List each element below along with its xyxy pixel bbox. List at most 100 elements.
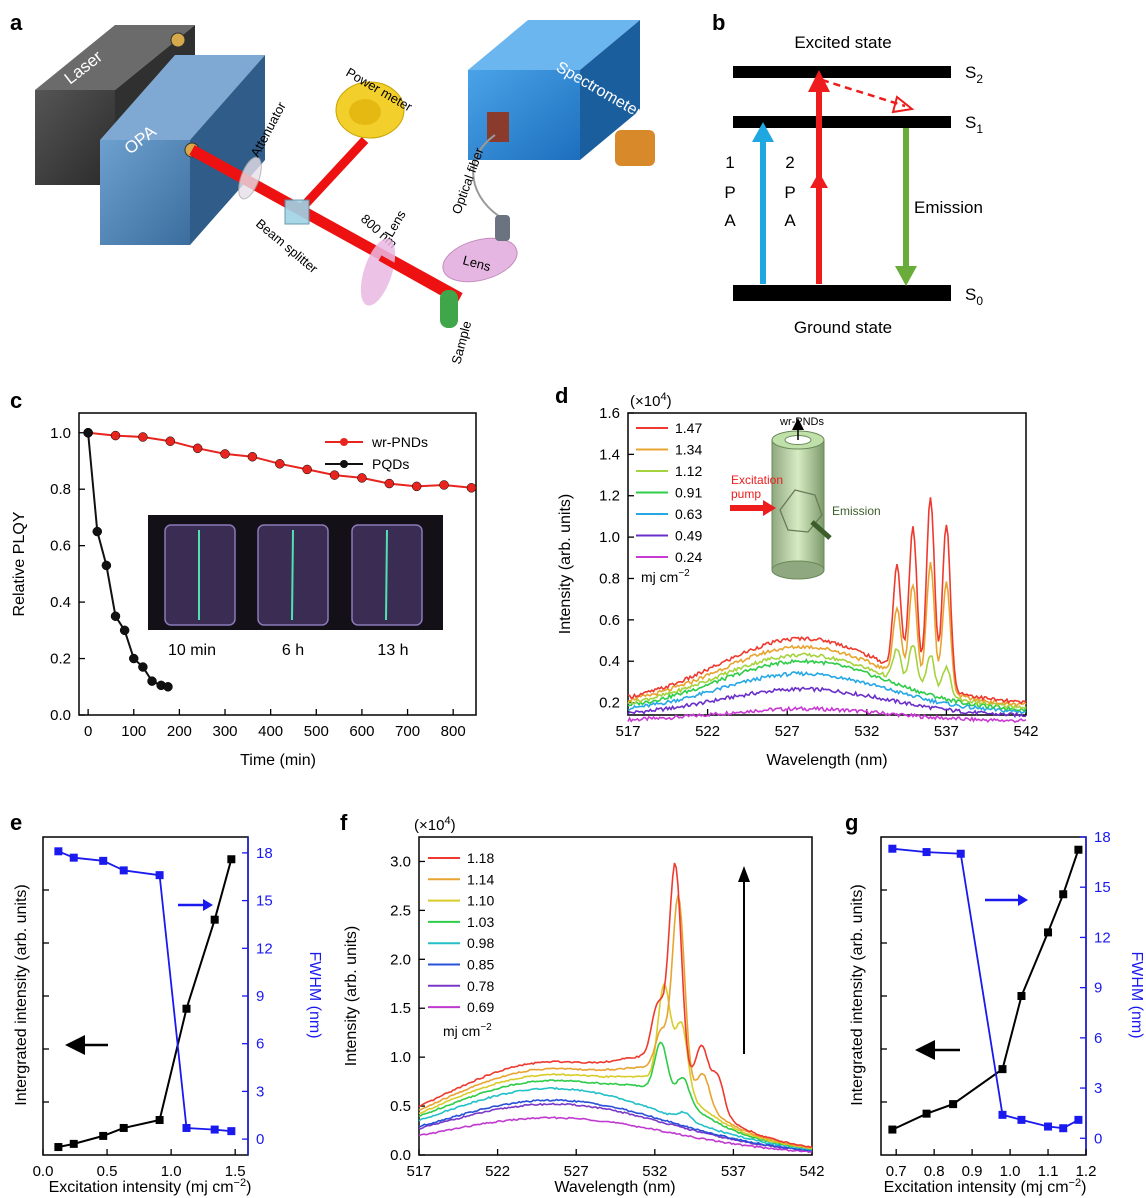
1pa-arrowhead bbox=[752, 122, 774, 142]
chart-d-legend-label: 1.34 bbox=[675, 442, 702, 458]
chart-g-xtick-label: 0.7 bbox=[886, 1163, 907, 1180]
chart-g-right-arrowhead bbox=[1018, 894, 1028, 906]
spectrometer-side bbox=[580, 20, 640, 160]
two-label: 2 bbox=[785, 153, 794, 172]
chart-e-fwhm-point bbox=[210, 1125, 219, 1134]
s0-label: S0 bbox=[965, 285, 983, 308]
chart-c-point bbox=[302, 464, 312, 475]
chart-d-series-line bbox=[627, 686, 1027, 719]
chart-f-legend-label: 0.78 bbox=[467, 978, 494, 994]
legend-wr-pnds-marker bbox=[340, 438, 348, 446]
chart-c-point bbox=[129, 653, 139, 664]
chart-d-series-line bbox=[627, 561, 1027, 708]
pump-arrowhead bbox=[763, 500, 776, 516]
a1-label: A bbox=[724, 211, 736, 230]
chart-e-intensity-point bbox=[227, 855, 236, 864]
chart-g-fwhm-point bbox=[922, 848, 931, 857]
chart-f-ytick-label: 2.0 bbox=[390, 951, 411, 968]
chart-d-series-line bbox=[627, 644, 1027, 710]
chart-d-ylabel: Intensity (arb. units) bbox=[557, 494, 574, 635]
chart-g: Excitation intensity (mj cm−2) Intergrat… bbox=[849, 829, 1145, 1196]
chart-d-xlabel: Wavelength (nm) bbox=[766, 752, 887, 769]
wire-2 bbox=[291, 529, 294, 621]
chart-c-xtick-label: 700 bbox=[395, 723, 420, 740]
chart-c-xtick-label: 300 bbox=[213, 723, 238, 740]
chart-e-y2tick-label: 15 bbox=[256, 893, 273, 910]
chart-g-xtick-label: 1.1 bbox=[1038, 1163, 1059, 1180]
chart-f-multiplier: (×104) bbox=[414, 815, 456, 834]
chart-d-legend-label: 1.47 bbox=[675, 420, 702, 436]
chart-e-intensity-line bbox=[58, 859, 233, 1148]
chart-e-xtick-label: 0.0 bbox=[33, 1163, 54, 1180]
panel-label-c: c bbox=[10, 388, 22, 413]
chart-f-frame bbox=[418, 836, 813, 1156]
chart-e-y2tick-label: 0 bbox=[256, 1131, 264, 1148]
chart-g-fwhm-point bbox=[956, 849, 965, 858]
chart-e-xtick-label: 1.0 bbox=[161, 1163, 182, 1180]
chart-g-intensity-point bbox=[1044, 928, 1053, 937]
inset-emission-label: Emission bbox=[832, 504, 881, 518]
chart-f-ytick-label: 2.5 bbox=[390, 902, 411, 919]
chart-d-legend-label: 0.24 bbox=[675, 549, 702, 565]
chart-c-point bbox=[119, 625, 130, 636]
chart-c-xlabel: Time (min) bbox=[240, 752, 316, 769]
chart-c-series-line bbox=[87, 432, 169, 688]
one-label: 1 bbox=[725, 153, 734, 172]
chart-c-point bbox=[329, 470, 340, 480]
beam-splitter bbox=[284, 199, 310, 225]
chart-e-intensity-point bbox=[210, 915, 219, 924]
chart-f-xtick-label: 522 bbox=[485, 1163, 510, 1180]
lens-2-label: Lens bbox=[461, 252, 493, 274]
chart-c-point bbox=[192, 443, 203, 454]
chart-e-y2tick-label: 9 bbox=[256, 988, 264, 1005]
inset-label-6h: 6 h bbox=[282, 642, 304, 659]
chart-g-xtick-label: 0.8 bbox=[924, 1163, 945, 1180]
chart-d-series-line bbox=[627, 658, 1027, 712]
chart-c-ylabel: Relative PLQY bbox=[11, 511, 28, 616]
chart-e: Excitation intensity (mj cm−2) Intergrat… bbox=[13, 836, 323, 1196]
chart-e-y2label: FWHM (nm) bbox=[306, 951, 323, 1038]
panel-label-g: g bbox=[845, 810, 858, 835]
chart-f-ytick-label: 0.5 bbox=[390, 1098, 411, 1115]
chart-g-intensity-point bbox=[1074, 845, 1083, 854]
chart-g-ylabel: Intergrated intensity (arb. units) bbox=[849, 884, 866, 1105]
inset-label-10min: 10 min bbox=[168, 642, 216, 659]
chart-c-point bbox=[384, 478, 395, 489]
chart-e-fwhm-point bbox=[69, 853, 78, 862]
chart-e-frame bbox=[42, 836, 249, 1156]
chart-e-ylabel: Intergrated intensity (arb. units) bbox=[13, 884, 30, 1105]
beam-splitter-label: Beam splitter bbox=[253, 216, 321, 277]
chart-d-series-line bbox=[627, 670, 1027, 714]
panel-label-e: e bbox=[10, 810, 22, 835]
tube-bottom bbox=[771, 560, 825, 580]
sample-cuvette bbox=[440, 290, 458, 328]
chart-d-legend-label: 0.49 bbox=[675, 528, 702, 544]
chart-f-ytick-label: 3.0 bbox=[390, 853, 411, 870]
setup-diagram: Laser OPA Attenuator Power meter 800 nm … bbox=[35, 20, 655, 366]
chart-g-fwhm-point bbox=[1074, 1115, 1083, 1124]
s2-label: S2 bbox=[965, 63, 983, 86]
chart-c-ytick-label: 1.0 bbox=[50, 425, 71, 442]
chart-g-y2label: FWHM (nm) bbox=[1128, 951, 1145, 1038]
fiber-port bbox=[487, 112, 509, 142]
chart-c-ytick-label: 0.4 bbox=[50, 594, 71, 611]
chart-d-legend-label: 0.63 bbox=[675, 506, 702, 522]
chart-f-series-line bbox=[418, 1098, 813, 1152]
inset-label-13h: 13 h bbox=[377, 642, 408, 659]
chart-f-series-line bbox=[419, 983, 813, 1150]
lens-2 bbox=[442, 237, 518, 283]
chart-f-series-line bbox=[418, 1041, 813, 1150]
2pa-mid-arrowhead bbox=[810, 172, 828, 188]
chart-g-fwhm-line bbox=[892, 847, 1079, 1130]
chart-d-legend-label: 0.91 bbox=[675, 485, 702, 501]
level-s0 bbox=[733, 285, 951, 301]
excited-state-label: Excited state bbox=[794, 33, 891, 52]
chart-c-point bbox=[138, 662, 148, 672]
chart-e-intensity-point bbox=[69, 1139, 78, 1148]
fiber-head bbox=[495, 215, 510, 241]
chart-c-point bbox=[110, 611, 121, 621]
panel-label-b: b bbox=[712, 10, 725, 35]
chart-d-ytick-label: 0.6 bbox=[599, 612, 620, 629]
chart-c-point bbox=[439, 480, 449, 490]
chart-f-legend-label: 1.18 bbox=[467, 850, 494, 866]
